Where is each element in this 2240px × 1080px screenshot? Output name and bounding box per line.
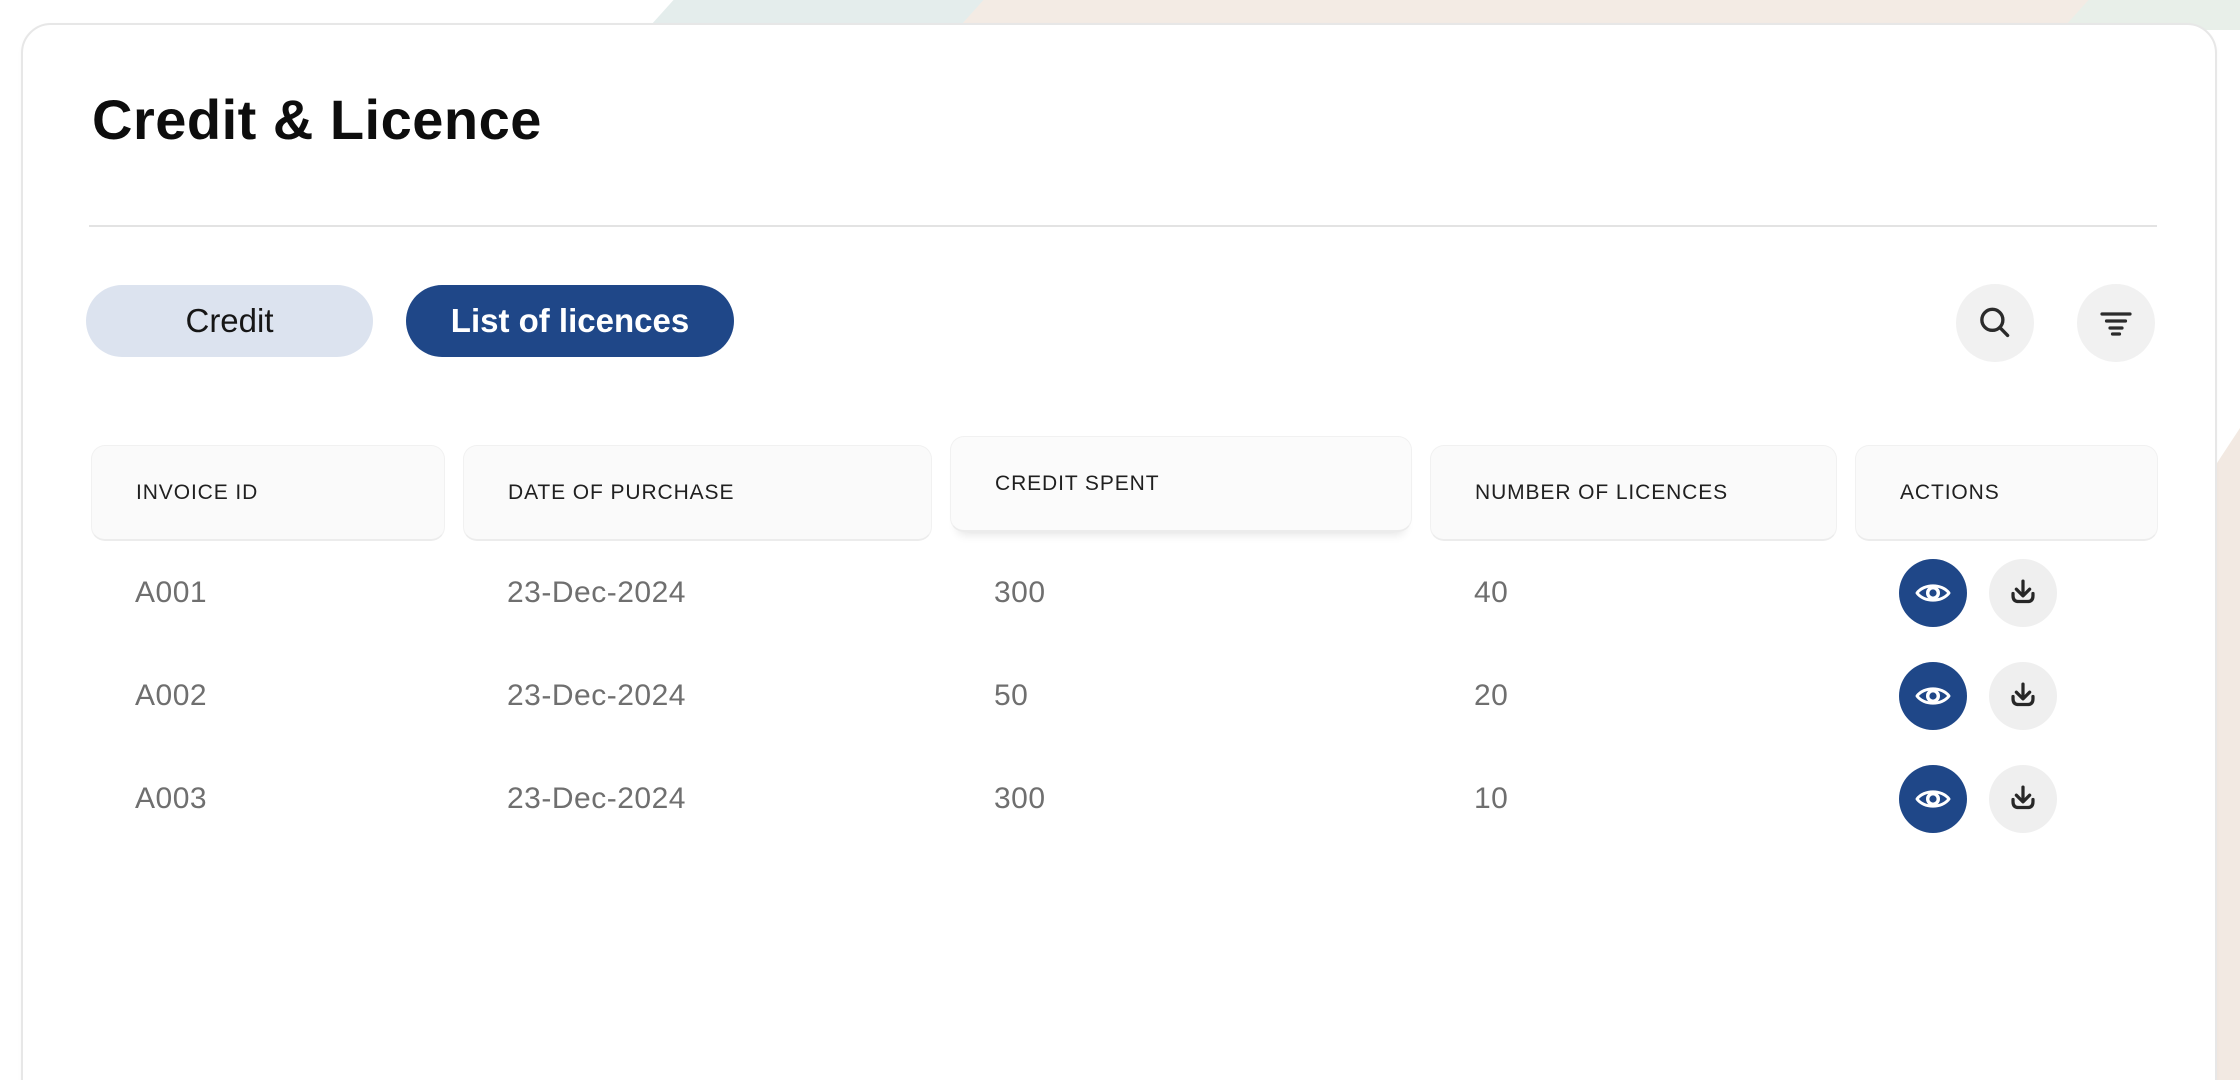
cell-credit-spent: 300 <box>994 575 1046 609</box>
column-header-credit-spent: CREDIT SPENT <box>950 436 1412 532</box>
cell-date-of-purchase: 23-Dec-2024 <box>507 575 686 609</box>
cell-number-of-licences: 20 <box>1474 678 1509 712</box>
download-button[interactable] <box>1989 558 2057 627</box>
table-body: A001 23-Dec-2024 300 40 <box>23 541 2215 850</box>
table-header-row: INVOICE ID DATE OF PURCHASE CREDIT SPENT… <box>91 436 2159 541</box>
tab-credit-label: Credit <box>185 302 274 339</box>
credit-licence-card: Credit & Licence Credit List of licences <box>21 23 2217 1080</box>
table-row: A001 23-Dec-2024 300 40 <box>91 541 2159 644</box>
view-button[interactable] <box>1899 558 1967 627</box>
cell-actions <box>1855 541 2158 644</box>
tab-list-of-licences-label: List of licences <box>450 302 690 339</box>
cell-invoice-id: A002 <box>135 678 208 712</box>
cell-invoice-id: A001 <box>135 575 208 609</box>
download-icon <box>2004 780 2042 818</box>
search-button[interactable] <box>1956 284 2034 362</box>
table-row: A002 23-Dec-2024 50 20 <box>91 644 2159 747</box>
title-divider <box>89 225 2157 227</box>
filter-lines-icon <box>2096 303 2136 343</box>
eye-icon <box>1913 573 1953 613</box>
cell-credit-spent: 50 <box>994 678 1029 712</box>
cell-number-of-licences: 40 <box>1474 575 1509 609</box>
table-row: A003 23-Dec-2024 300 10 <box>91 747 2159 850</box>
tab-list-of-licences[interactable]: List of licences <box>406 285 734 357</box>
cell-date-of-purchase: 23-Dec-2024 <box>507 781 686 815</box>
column-header-invoice-id: INVOICE ID <box>91 445 445 541</box>
page-title: Credit & Licence <box>92 88 542 151</box>
cell-credit-spent: 300 <box>994 781 1046 815</box>
column-header-actions: ACTIONS <box>1855 445 2158 541</box>
download-icon <box>2004 574 2042 612</box>
tab-credit[interactable]: Credit <box>86 285 373 357</box>
download-button[interactable] <box>1989 764 2057 833</box>
filter-button[interactable] <box>2077 284 2155 362</box>
cell-actions <box>1855 644 2158 747</box>
cell-actions <box>1855 747 2158 850</box>
cell-date-of-purchase: 23-Dec-2024 <box>507 678 686 712</box>
view-button[interactable] <box>1899 661 1967 730</box>
search-icon <box>1974 302 2016 344</box>
download-button[interactable] <box>1989 661 2057 730</box>
view-button[interactable] <box>1899 764 1967 833</box>
eye-icon <box>1913 779 1953 819</box>
download-icon <box>2004 677 2042 715</box>
eye-icon <box>1913 676 1953 716</box>
cell-invoice-id: A003 <box>135 781 208 815</box>
cell-number-of-licences: 10 <box>1474 781 1509 815</box>
column-header-number-of-licences: NUMBER OF LICENCES <box>1430 445 1837 541</box>
column-header-date-of-purchase: DATE OF PURCHASE <box>463 445 932 541</box>
